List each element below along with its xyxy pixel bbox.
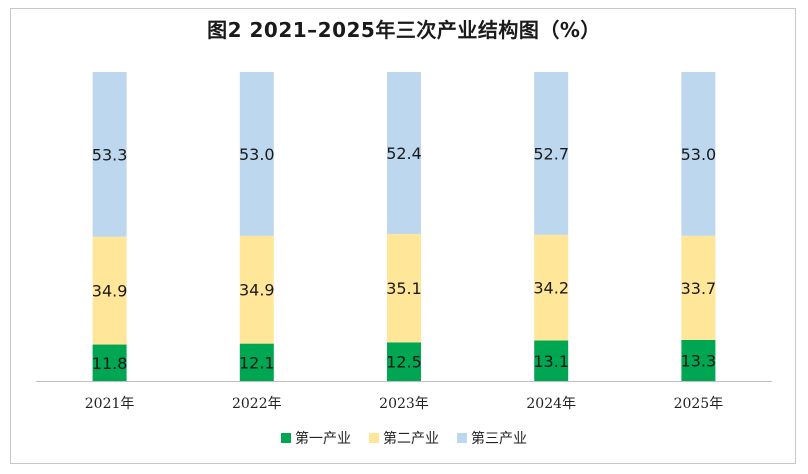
data-label-primary-5: 13.3 (681, 351, 717, 370)
x-tick-label-3: 2023年 (379, 396, 429, 412)
legend-swatch-tertiary (457, 433, 467, 443)
legend-swatch-secondary (369, 433, 379, 443)
data-label-tertiary-3: 52.4 (386, 144, 422, 163)
bar-secondary-4 (534, 234, 569, 341)
data-label-secondary-5: 33.7 (681, 279, 717, 298)
legend-item-primary: 第一产业 (281, 428, 351, 448)
data-label-secondary-4: 34.2 (533, 279, 569, 298)
x-tick-label-1: 2021年 (85, 396, 135, 412)
data-label-primary-4: 13.1 (533, 352, 569, 371)
bar-primary-3 (387, 342, 421, 382)
x-tick-label-5: 2025年 (674, 396, 724, 412)
legend-label-tertiary: 第三产业 (471, 431, 527, 447)
data-label-secondary-3: 35.1 (386, 279, 422, 298)
data-label-tertiary-4: 52.7 (533, 144, 569, 163)
bar-tertiary-4 (534, 72, 569, 235)
bar-secondary-2 (239, 235, 274, 344)
data-label-secondary-2: 34.9 (239, 281, 275, 300)
bar-tertiary-5 (681, 72, 716, 236)
x-tick-label-4: 2024年 (526, 396, 576, 412)
legend: 第一产业 第二产业 第三产业 (0, 428, 808, 448)
bar-primary-2 (239, 343, 274, 381)
legend-label-secondary: 第二产业 (383, 431, 439, 447)
data-label-tertiary-2: 53.0 (239, 145, 275, 164)
bar-tertiary-2 (239, 72, 274, 236)
chart-title: 图2 2021–2025年三次产业结构图（%） (207, 18, 601, 42)
legend-item-secondary: 第二产业 (369, 428, 439, 448)
data-label-secondary-1: 34.9 (92, 282, 128, 301)
data-label-tertiary-1: 53.3 (92, 145, 128, 164)
legend-swatch-primary (281, 433, 291, 443)
legend-item-tertiary: 第三产业 (457, 428, 527, 448)
legend-label-primary: 第一产业 (295, 431, 351, 447)
bar-secondary-5 (681, 235, 716, 340)
x-tick-label-2: 2022年 (232, 396, 282, 412)
bar-primary-5 (681, 339, 716, 381)
data-label-tertiary-5: 53.0 (681, 145, 717, 164)
bar-tertiary-3 (387, 72, 421, 234)
bar-secondary-1 (92, 236, 127, 345)
bar-secondary-3 (387, 233, 421, 343)
data-label-primary-3: 12.5 (386, 353, 422, 372)
data-label-primary-1: 11.8 (92, 354, 128, 373)
bar-tertiary-1 (92, 72, 127, 237)
bar-primary-4 (534, 340, 569, 381)
data-label-primary-2: 12.1 (239, 353, 275, 372)
bar-primary-1 (92, 344, 127, 381)
